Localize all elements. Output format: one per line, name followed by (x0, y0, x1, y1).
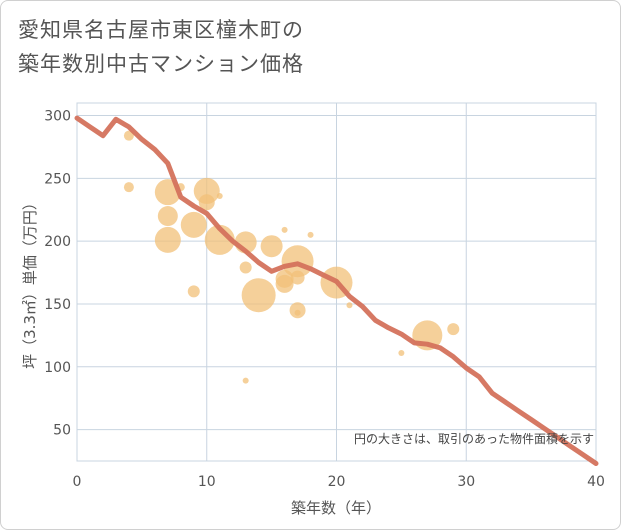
bubble-size-note: 円の大きさは、取引のあった物件面積を示す (354, 431, 594, 446)
bubble-point (154, 226, 181, 253)
y-tick-label: 250 (44, 171, 71, 187)
bubble-point (290, 270, 305, 285)
x-tick-labels: 0 10 20 30 40 (73, 474, 605, 490)
bubble-point (216, 192, 223, 199)
bubble-point (275, 274, 294, 293)
bubble-point (123, 182, 134, 193)
bubble-point (346, 302, 353, 309)
grid (76, 102, 597, 462)
x-tick-label: 0 (73, 474, 82, 490)
x-tick-label: 20 (328, 474, 346, 490)
bubble-point (193, 177, 220, 204)
bubble-point (242, 377, 249, 384)
bubble-point (187, 285, 200, 298)
price-trend-line (74, 115, 599, 466)
x-axis-label: 築年数（年） (291, 499, 381, 517)
y-tick-label: 50 (53, 423, 71, 439)
x-tick-label: 40 (587, 474, 605, 490)
y-tick-label: 150 (44, 297, 71, 313)
bubble-point (241, 278, 276, 313)
bubble-point (447, 323, 460, 336)
y-tick-labels: 50 100 150 200 250 300 (44, 109, 71, 439)
bubble-point (239, 261, 252, 274)
bubble-point (294, 309, 301, 316)
line-layer (74, 115, 599, 466)
bubble-point (180, 211, 207, 238)
y-tick-label: 300 (44, 109, 71, 125)
chart-title: 愛知県名古屋市東区橦木町の 築年数別中古マンション価格 (18, 18, 304, 76)
bubble-layer (123, 130, 460, 384)
y-tick-label: 100 (44, 360, 71, 376)
x-tick-label: 30 (457, 474, 475, 490)
bubble-point (123, 130, 134, 141)
bubble-point (281, 226, 288, 233)
x-tick-label: 10 (198, 474, 216, 490)
bubble-point (307, 231, 314, 238)
y-axis-label: 坪（3.3㎡）単価（万円） (21, 195, 39, 369)
y-tick-label: 200 (44, 234, 71, 250)
bubble-point (398, 349, 405, 356)
bubble-point (260, 235, 283, 258)
bubble-point (198, 194, 215, 211)
bubble-point (157, 206, 178, 227)
